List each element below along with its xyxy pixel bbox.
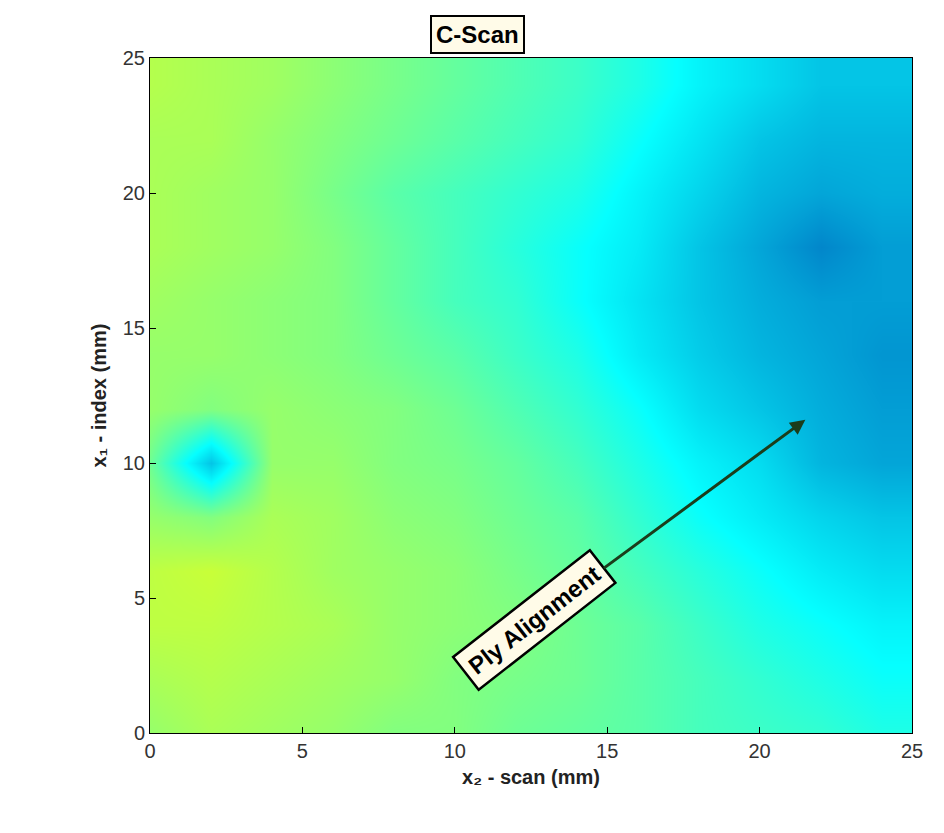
svg-text:20: 20: [123, 182, 145, 204]
svg-text:25: 25: [123, 47, 145, 69]
svg-text:x₁ - index (mm): x₁ - index (mm): [88, 324, 110, 468]
svg-text:x₂ - scan (mm): x₂ - scan (mm): [462, 766, 600, 788]
svg-text:5: 5: [297, 740, 308, 762]
svg-text:25: 25: [901, 740, 923, 762]
svg-text:C-Scan: C-Scan: [436, 21, 519, 48]
svg-text:10: 10: [123, 452, 145, 474]
svg-text:15: 15: [596, 740, 618, 762]
svg-text:10: 10: [444, 740, 466, 762]
svg-text:20: 20: [748, 740, 770, 762]
svg-text:5: 5: [134, 587, 145, 609]
svg-text:15: 15: [123, 317, 145, 339]
svg-text:Ply Alignment: Ply Alignment: [463, 560, 605, 679]
svg-text:0: 0: [144, 740, 155, 762]
svg-text:0: 0: [134, 722, 145, 744]
